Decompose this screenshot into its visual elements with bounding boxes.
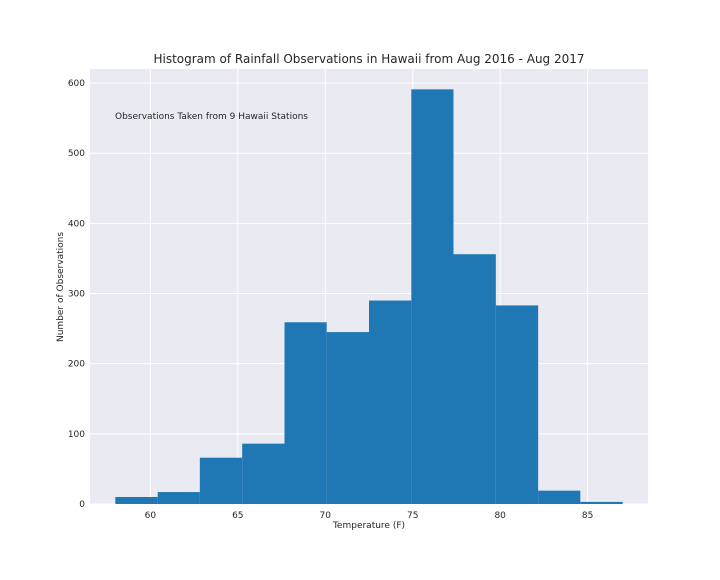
annotation-text: Observations Taken from 9 Hawaii Station… [115, 112, 308, 122]
histogram-bar [115, 496, 158, 504]
chart-title: Histogram of Rainfall Observations in Ha… [153, 52, 584, 66]
histogram-bar [580, 501, 623, 504]
histogram-bar [538, 490, 581, 504]
x-tick-label: 80 [494, 511, 506, 521]
grid-lines [90, 69, 648, 505]
y-tick-label: 200 [68, 360, 85, 370]
histogram-bars [115, 89, 623, 504]
histogram-bar [199, 457, 243, 504]
x-tick-label: 85 [582, 511, 593, 521]
histogram-bar [284, 322, 327, 504]
histogram-bar [369, 300, 412, 504]
y-tick-label: 600 [68, 79, 85, 89]
y-tick-label: 0 [79, 500, 85, 510]
histogram-bar [411, 89, 454, 504]
histogram-bar [326, 332, 369, 504]
histogram-bar [242, 443, 285, 504]
histogram-bar [453, 254, 496, 504]
y-tick-label: 300 [68, 290, 85, 300]
x-tick-label: 60 [145, 511, 157, 521]
histogram-bar [157, 492, 200, 504]
y-tick-label: 500 [68, 149, 85, 159]
y-tick-label: 400 [68, 219, 85, 229]
y-axis-label: Number of Observations [56, 232, 66, 342]
tick-labels: 60 65 70 75 80 85 0 100 200 300 400 500 600 [68, 79, 594, 521]
y-tick-label: 100 [68, 430, 85, 440]
x-tick-label: 65 [232, 511, 243, 521]
x-axis-label: Temperature (F) [332, 521, 405, 531]
histogram-bar [495, 305, 539, 504]
x-tick-label: 70 [320, 511, 332, 521]
x-tick-label: 75 [407, 511, 418, 521]
